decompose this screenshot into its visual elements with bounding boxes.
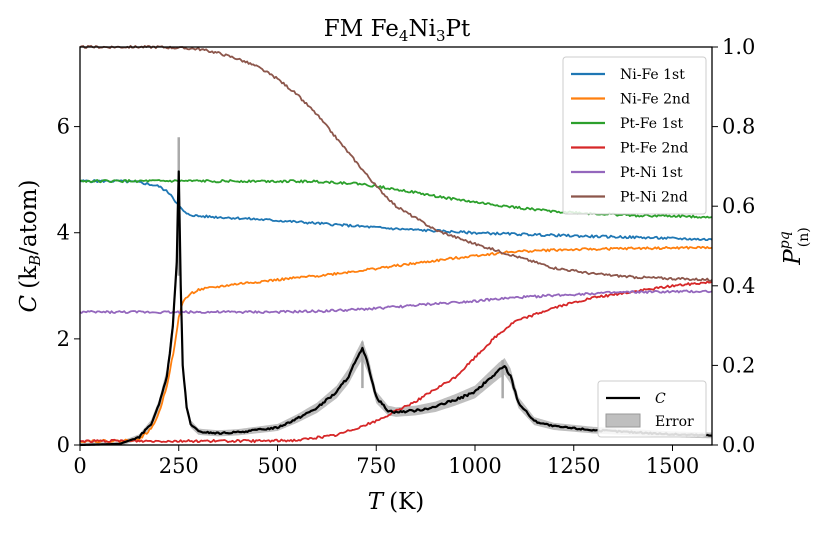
y-left-tick-label: 0: [57, 433, 70, 457]
y-right-tick-label: 0.8: [722, 115, 755, 139]
legend-swatch-error: [605, 413, 641, 428]
legend-label: Pt-Ni 1st: [620, 165, 683, 181]
legend-series-frame: [562, 56, 707, 215]
x-tick-label: 1500: [646, 454, 699, 478]
y-axis-right-label: Ppq (n): [777, 227, 812, 265]
y-right-tick-label: 0.2: [722, 353, 755, 377]
legend-label: Ni-Fe 1st: [620, 67, 685, 83]
plot-frame: [79, 46, 713, 446]
y-axis-left: 0 2 4 6: [57, 115, 80, 457]
x-tick-label: 750: [356, 454, 396, 478]
y-right-tick-label: 0.4: [722, 274, 755, 298]
series-line-pt-fe-2nd: [79, 280, 713, 444]
legend-label-c: C: [655, 391, 666, 407]
legend-label-error: Error: [655, 414, 694, 430]
x-tick-label: 1250: [547, 454, 600, 478]
series-line-ni-fe-2nd: [79, 245, 713, 444]
x-axis-label: T (K): [368, 489, 424, 515]
y-right-tick-label: 0.6: [722, 194, 755, 218]
y-axis-left-label: C(kB/atom): [16, 180, 44, 313]
x-axis: 0 250 500 750 1000 1250 1500: [73, 445, 699, 478]
x-tick-label: 1000: [448, 454, 501, 478]
legend-label: Pt-Fe 2nd: [620, 141, 688, 157]
legend-label: Pt-Fe 1st: [620, 116, 684, 132]
legend-label: Ni-Fe 2nd: [620, 92, 690, 108]
chart-title: FM Fe4Ni3Pt: [324, 16, 471, 45]
legend-c-error: C Error: [597, 380, 707, 438]
y-right-tick-label: 0.0: [722, 433, 755, 457]
x-tick-label: 0: [73, 454, 86, 478]
series-line-pt-ni-2nd: [79, 44, 713, 282]
y-right-tick-label: 1.0: [722, 35, 755, 59]
y-left-tick-label: 2: [57, 327, 70, 351]
y-left-tick-label: 4: [57, 221, 70, 245]
legend-series: Ni-Fe 1st Ni-Fe 2nd Pt-Fe 1st Pt-Fe 2nd Pt-N…: [562, 56, 707, 215]
legend-label: Pt-Ni 2nd: [620, 190, 688, 206]
x-tick-label: 250: [159, 454, 199, 478]
y-left-tick-label: 6: [57, 115, 70, 139]
y-axis-right: 0.0 0.2 0.4 0.6 0.8 1.0: [712, 35, 755, 457]
series-line-ni-fe-1st: [79, 179, 713, 242]
x-tick-label: 500: [257, 454, 297, 478]
series-line-pt-ni-1st: [79, 289, 713, 315]
